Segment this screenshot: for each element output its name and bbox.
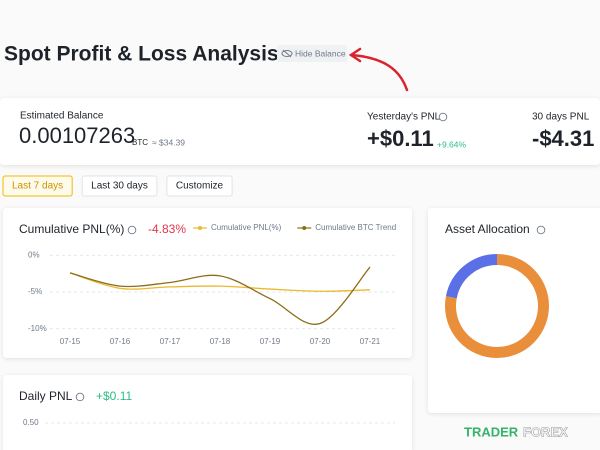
tab[interactable]	[2, 175, 73, 197]
watermark-part2: FOREX	[523, 424, 568, 439]
x-tick-label: 07-15	[60, 337, 81, 346]
chart-title: Daily PNL	[19, 389, 73, 403]
legend-label: Cumulative PNL(%)	[211, 223, 282, 232]
y-tick-label: 0%	[28, 250, 40, 259]
chart-headline: +$0.11	[96, 389, 132, 403]
watermark-part1: TRADER	[464, 424, 519, 439]
month-pnl-label: 30 days PNL	[532, 112, 590, 123]
yesterday-pnl-change: +9.64%	[437, 139, 467, 149]
yesterday-pnl-label: Yesterday's PNL	[367, 112, 441, 123]
chart-headline: -4.83%	[148, 222, 186, 236]
daily-card	[3, 375, 412, 450]
balance-approx: ≈ $34.39	[152, 137, 185, 147]
tab[interactable]	[166, 175, 233, 197]
tabs: Last 7 days Last 30 days Customize	[2, 175, 233, 197]
balance-card	[0, 98, 600, 165]
chart-title: Cumulative PNL(%)	[19, 222, 124, 236]
x-tick-label: 07-16	[110, 337, 131, 346]
y-tick-label: 0.50	[23, 418, 39, 427]
info-icon[interactable]	[127, 225, 137, 235]
x-tick-label: 07-21	[360, 337, 381, 346]
tab[interactable]	[81, 175, 158, 197]
y-tick-label: -10%	[28, 324, 47, 333]
donut-slice	[445, 254, 549, 358]
info-icon[interactable]	[438, 112, 448, 122]
chart-title: Asset Allocation	[445, 222, 530, 236]
legend-swatch	[302, 226, 307, 230]
tab-label: Last 30 days	[91, 181, 148, 192]
balance-label: Estimated Balance	[20, 111, 104, 122]
info-icon[interactable]	[75, 392, 85, 402]
legend-swatch	[198, 226, 202, 230]
x-tick-label: 07-18	[210, 337, 231, 346]
series-line	[69, 272, 371, 292]
x-tick-label: 07-19	[260, 337, 281, 346]
allocation-card	[428, 208, 600, 413]
y-tick-label: -5%	[28, 287, 42, 296]
hide-balance-button[interactable]	[277, 45, 347, 62]
x-tick-label: 07-17	[160, 337, 181, 346]
donut-slice	[445, 254, 498, 299]
page-title: Spot Profit & Loss Analysis	[4, 43, 279, 66]
month-pnl-value: -$4.31	[532, 126, 594, 151]
legend-label: Cumulative BTC Trend	[315, 223, 396, 232]
balance-value: 0.00107263	[19, 123, 135, 148]
hide-balance-label: Hide Balance	[295, 48, 346, 58]
info-icon[interactable]	[536, 225, 546, 235]
red-arrow	[348, 47, 409, 92]
tab-label: Last 7 days	[12, 181, 63, 192]
eye-slash-icon	[281, 49, 293, 58]
cumulative-card	[3, 208, 412, 358]
tab-label: Customize	[176, 181, 224, 192]
balance-unit: BTC	[132, 138, 148, 147]
series-line	[69, 266, 371, 325]
x-tick-label: 07-20	[310, 337, 331, 346]
yesterday-pnl-value: +$0.11	[367, 126, 434, 151]
